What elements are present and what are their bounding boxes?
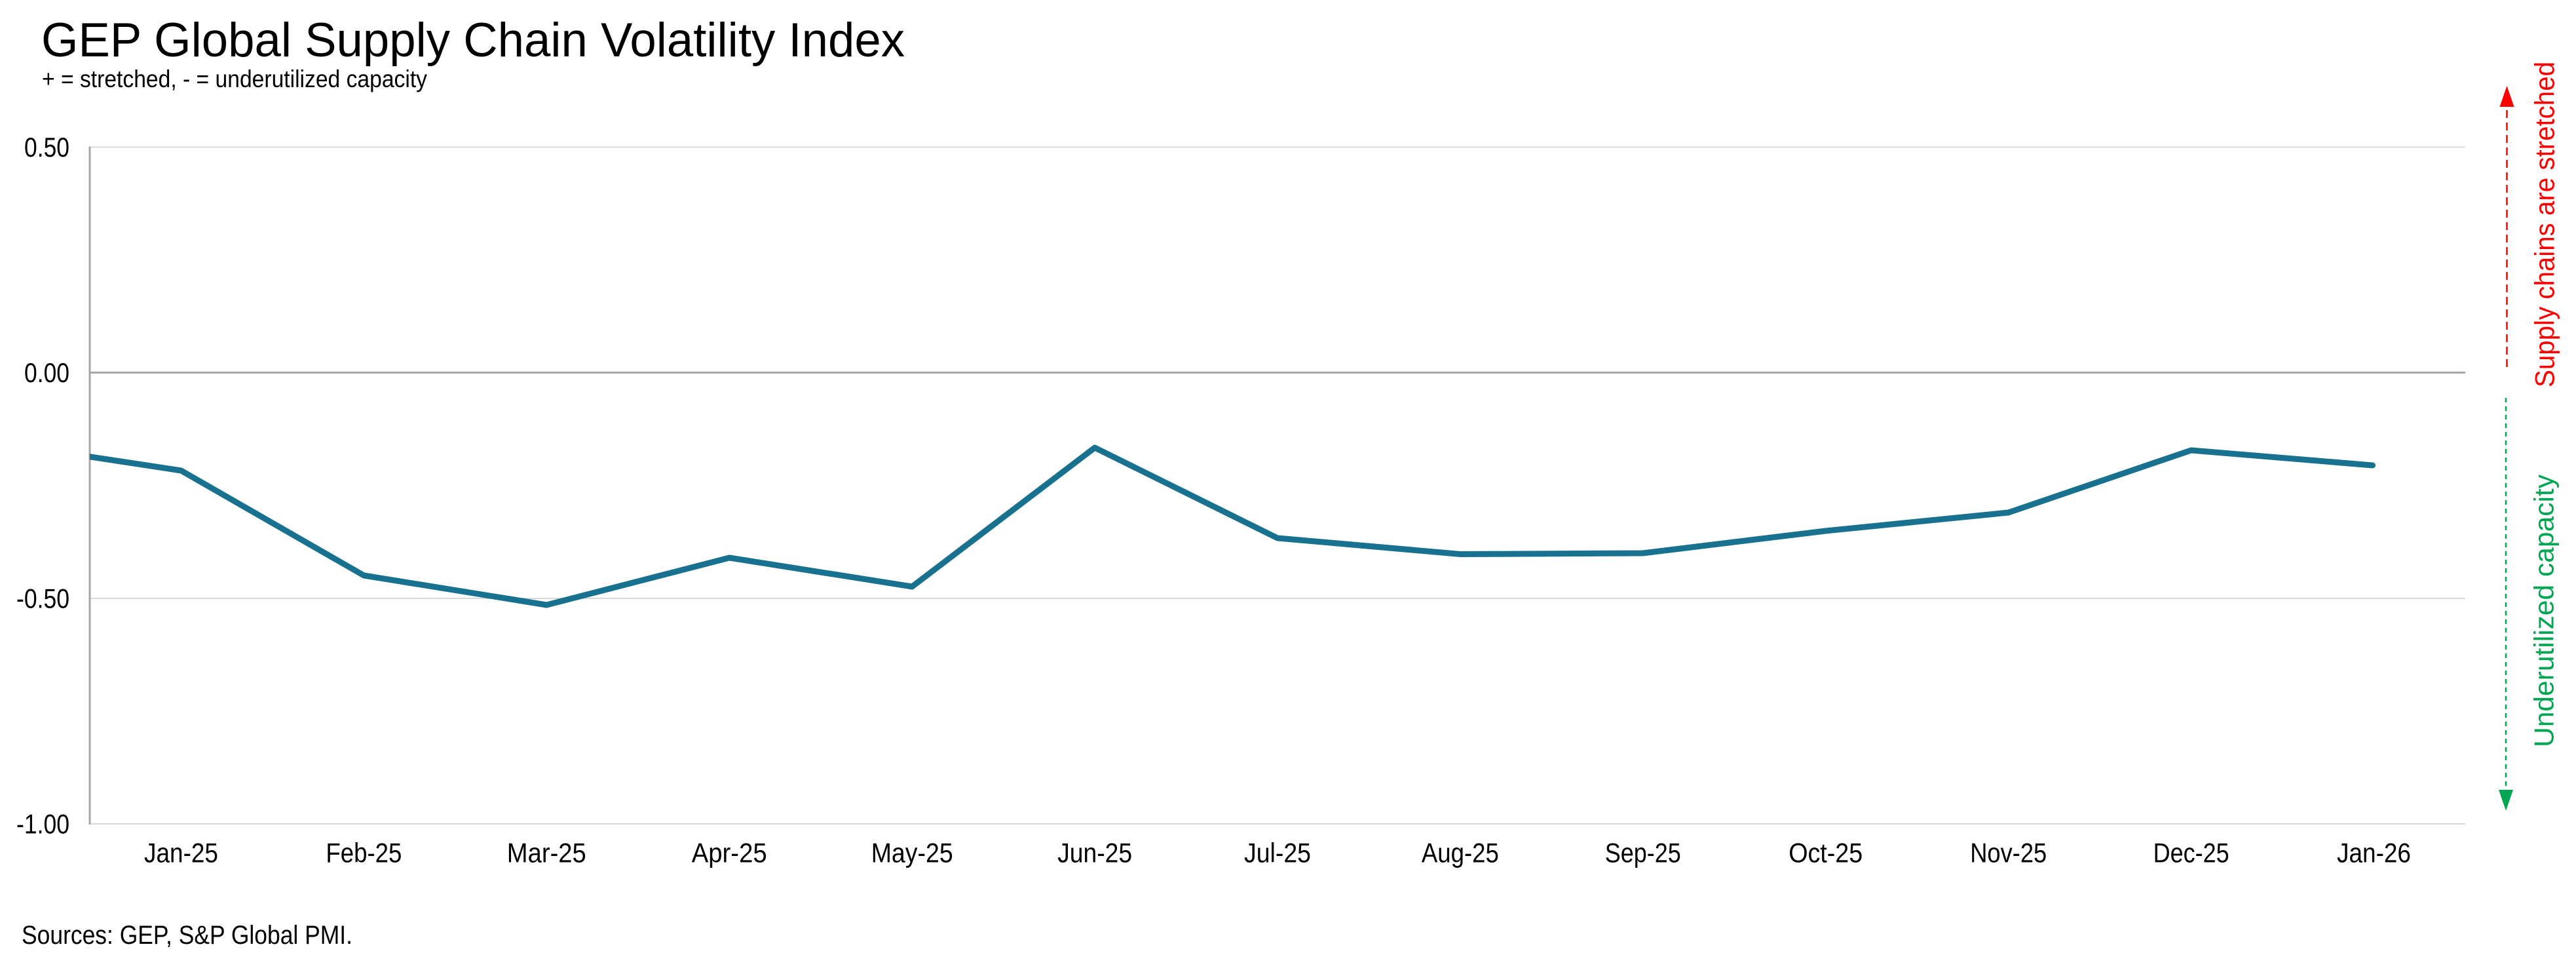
svg-text:May-25: May-25 — [871, 838, 953, 868]
svg-text:-0.50: -0.50 — [16, 583, 69, 614]
svg-text:Nov-25: Nov-25 — [1970, 838, 2047, 868]
svg-text:Mar-25: Mar-25 — [507, 838, 586, 868]
svg-text:Jan-26: Jan-26 — [2337, 838, 2411, 868]
svg-text:Sources: GEP, S&P Global PMI.: Sources: GEP, S&P Global PMI. — [22, 921, 352, 950]
svg-text:Jun-25: Jun-25 — [1057, 838, 1132, 868]
svg-text:Jul-25: Jul-25 — [1244, 838, 1311, 868]
svg-text:+ = stretched, - = underutiliz: + = stretched, - = underutilized capacit… — [42, 66, 427, 92]
svg-text:-1.00: -1.00 — [16, 809, 69, 840]
svg-text:0.00: 0.00 — [24, 357, 69, 388]
svg-text:Aug-25: Aug-25 — [1422, 838, 1499, 868]
svg-text:Apr-25: Apr-25 — [692, 838, 767, 868]
svg-text:Oct-25: Oct-25 — [1789, 838, 1863, 868]
svg-text:Dec-25: Dec-25 — [2153, 838, 2229, 868]
svg-text:Jan-25: Jan-25 — [144, 838, 218, 868]
svg-text:GEP Global Supply Chain Volati: GEP Global Supply Chain Volatility Index — [41, 14, 905, 67]
svg-text:Feb-25: Feb-25 — [326, 838, 402, 868]
svg-text:Sep-25: Sep-25 — [1605, 838, 1681, 868]
svg-text:Supply chains are stretched: Supply chains are stretched — [2529, 62, 2560, 387]
svg-text:Underutilized capacity: Underutilized capacity — [2529, 475, 2560, 747]
svg-text:0.50: 0.50 — [24, 132, 69, 163]
